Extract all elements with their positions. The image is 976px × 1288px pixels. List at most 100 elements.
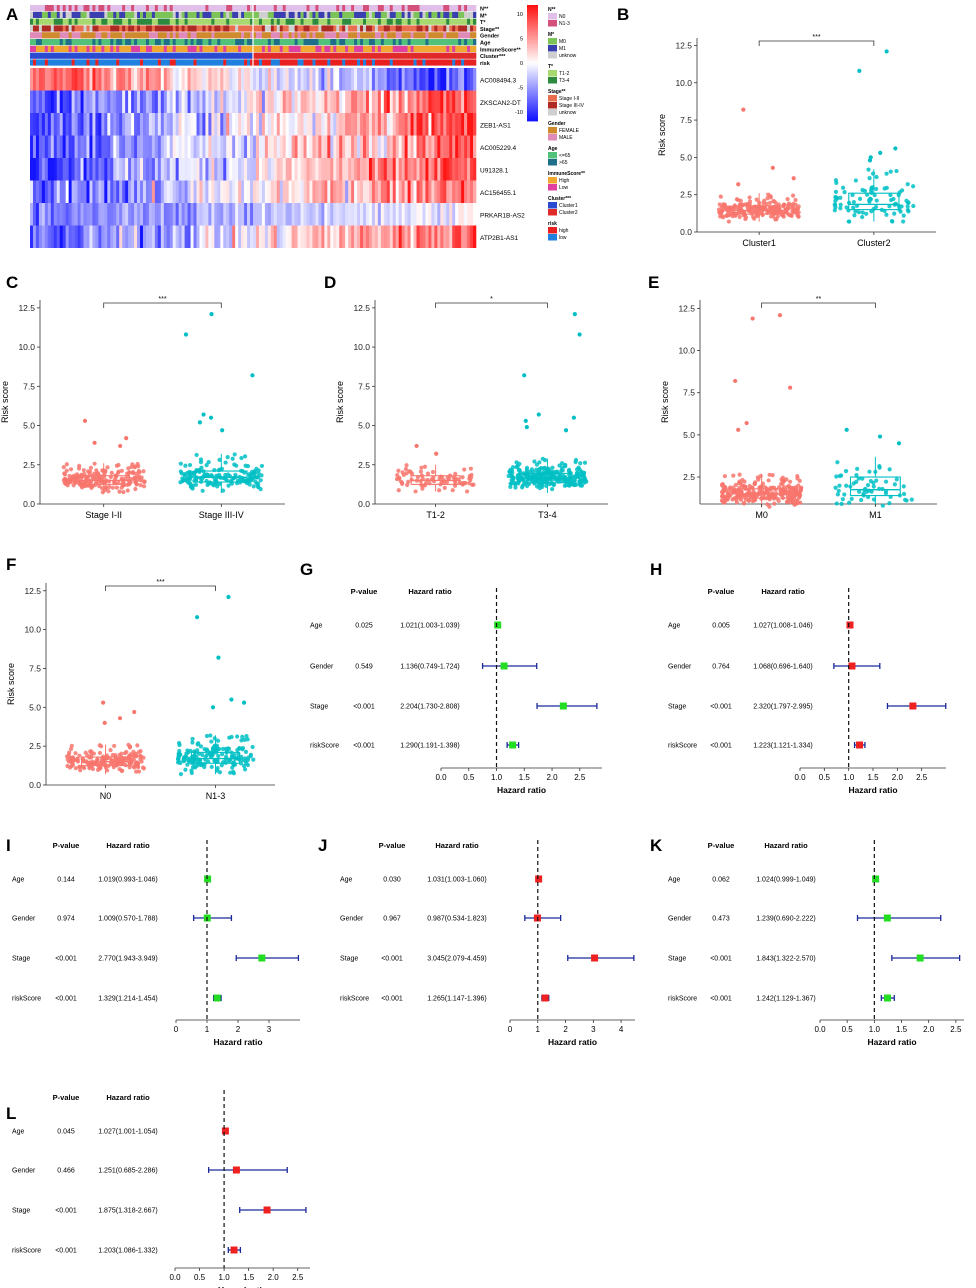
annotation-cell: [288, 45, 292, 52]
variable-label: Age: [310, 623, 323, 630]
annotation-cell: [65, 59, 69, 66]
annotation-cell: [172, 18, 176, 25]
data-point: [887, 467, 892, 472]
annotation-cell: [187, 11, 191, 18]
annotation-cell: [89, 39, 93, 46]
heatmap-cell: [452, 113, 456, 136]
heatmap-cell: [35, 135, 40, 158]
heatmap-cell: [297, 135, 301, 158]
heatmap-cell: [461, 225, 465, 248]
variable-label: riskScore: [310, 743, 339, 750]
y-axis-title: Risk score: [335, 381, 345, 423]
data-point: [751, 498, 757, 503]
heatmap-cell: [145, 225, 150, 248]
annotation-cell: [44, 52, 49, 59]
data-point: [247, 472, 252, 477]
heatmap-cell: [193, 113, 197, 136]
hazard-ratio-cell: 2.204(1.730-2.808): [400, 704, 460, 711]
heatmap-cell: [360, 113, 364, 136]
annotation-cell: [255, 5, 260, 12]
annotation-cell: [113, 59, 117, 66]
annotation-cell: [53, 45, 58, 52]
heatmap-cell: [41, 135, 46, 158]
annotation-cell: [473, 52, 477, 59]
annotation-cell: [119, 39, 123, 46]
data-point: [194, 615, 200, 620]
heatmap-cell: [473, 158, 477, 181]
data-point: [208, 733, 213, 738]
heatmap-cell: [285, 225, 289, 248]
data-point: [241, 700, 247, 705]
y-axis-title: Risk score: [660, 381, 670, 423]
annotation-cell: [276, 25, 281, 32]
annotation-cell: [279, 39, 284, 46]
heatmap-cell: [35, 158, 40, 181]
heatmap-cell: [68, 68, 72, 91]
data-point: [869, 186, 874, 191]
hazard-ratio-cell: 1.027(1.008-1.046): [753, 623, 813, 630]
data-point: [540, 482, 545, 487]
heatmap-cell: [386, 68, 391, 91]
heatmap-cell: [273, 68, 278, 91]
heatmap-cell: [276, 90, 281, 113]
legend-swatch: [548, 209, 557, 216]
annotation-cell: [443, 52, 447, 59]
legend-swatch: [548, 134, 557, 141]
colorbar-segment: [527, 26, 538, 29]
heatmap-cell: [95, 135, 99, 158]
heatmap-cell: [35, 90, 40, 113]
annotation-cell: [92, 18, 96, 25]
annotation-cell: [154, 39, 159, 46]
heatmap-cell: [357, 90, 361, 113]
annotation-cell: [125, 52, 129, 59]
heatmap-cell: [166, 225, 171, 248]
heatmap-cell: [282, 68, 287, 91]
heatmap-cell: [205, 135, 209, 158]
heatmap-cell: [461, 113, 465, 136]
pvalue-cell: <0.001: [381, 956, 403, 963]
annotation-cell: [270, 45, 275, 52]
data-point: [73, 751, 78, 756]
data-point: [93, 482, 98, 488]
annotation-cell: [125, 18, 129, 25]
annotation-row-label: N**: [480, 7, 489, 13]
data-point: [67, 750, 72, 755]
annotation-cell: [71, 52, 75, 59]
data-point: [215, 738, 221, 743]
significance-label: *: [490, 296, 493, 303]
annotation-cell: [214, 25, 218, 32]
x-tick-label: 2.5: [292, 1273, 304, 1282]
annotation-cell: [333, 39, 337, 46]
annotation-cell: [253, 11, 257, 18]
annotation-cell: [178, 11, 182, 18]
annotation-cell: [62, 5, 66, 12]
heatmap-cell: [77, 113, 81, 136]
heatmap-cell: [336, 180, 340, 203]
data-point: [856, 489, 862, 494]
heatmap-cell: [178, 135, 182, 158]
annotation-cell: [461, 39, 465, 46]
hazard-ratio-header: Hazard ratio: [764, 841, 808, 850]
heatmap-cell: [190, 180, 194, 203]
annotation-cell: [342, 39, 346, 46]
data-point: [911, 203, 916, 209]
annotation-cell: [446, 18, 450, 25]
heatmap-cell: [169, 90, 174, 113]
heatmap-cell: [157, 90, 162, 113]
annotation-cell: [368, 25, 373, 32]
annotation-cell: [330, 59, 334, 66]
annotation-cell: [220, 5, 224, 12]
heatmap-cell: [131, 113, 135, 136]
annotation-cell: [291, 25, 295, 32]
data-point: [230, 456, 235, 461]
colorbar-segment: [527, 49, 538, 52]
heatmap-cell: [98, 113, 102, 136]
annotation-cell: [443, 32, 447, 39]
heatmap-cell: [44, 68, 49, 91]
annotation-cell: [247, 45, 251, 52]
annotation-cell: [383, 32, 388, 39]
colorbar-segment: [527, 37, 538, 41]
annotation-cell: [214, 39, 218, 46]
data-point: [199, 763, 204, 768]
heatmap-cell: [44, 180, 49, 203]
